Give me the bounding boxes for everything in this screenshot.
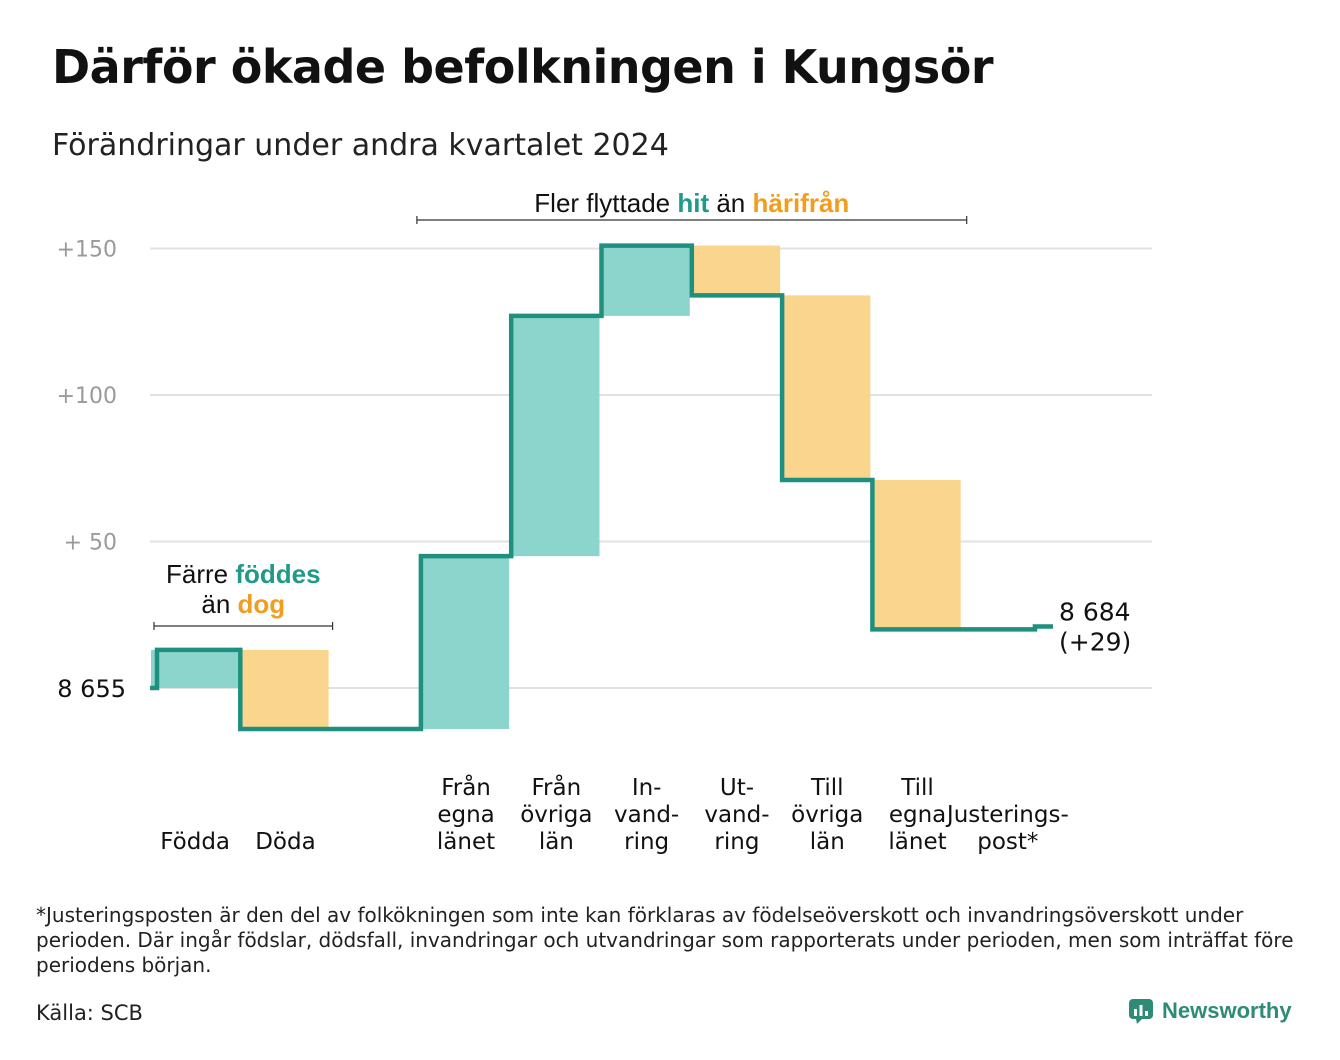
annotation-span: än bbox=[709, 188, 752, 218]
x-category-label: övriga bbox=[520, 802, 592, 828]
x-category-label: Justerings- bbox=[945, 802, 1069, 828]
annotation-span: än bbox=[201, 589, 237, 619]
start-value-label: 8 655 bbox=[57, 675, 126, 703]
source-note: Källa: SCB bbox=[36, 1001, 143, 1025]
decrease-bar bbox=[241, 649, 329, 730]
end-value-label: 8 684 bbox=[1059, 597, 1131, 626]
increase-bar bbox=[512, 315, 600, 557]
x-category-label: Döda bbox=[255, 829, 315, 855]
newsworthy-logo: Newsworthy bbox=[1128, 998, 1292, 1024]
chart-subtitle: Förändringar under andra kvartalet 2024 bbox=[52, 128, 669, 163]
increase-bar bbox=[602, 245, 690, 316]
x-category-label: länet bbox=[888, 829, 946, 855]
x-category-label: In- bbox=[632, 775, 662, 801]
x-category-label: ring bbox=[624, 829, 669, 855]
annotation-span: Fler flyttade bbox=[534, 188, 677, 218]
x-category-label: län bbox=[539, 829, 574, 855]
x-category-label: vand- bbox=[614, 802, 679, 828]
annotation-span: härifrån bbox=[752, 188, 849, 218]
x-category-label: egna bbox=[889, 802, 946, 828]
y-tick-label: +150 bbox=[57, 238, 117, 263]
running-total-line bbox=[150, 243, 1053, 732]
x-category-label: Från bbox=[532, 773, 582, 801]
chart-title: Därför ökade befolkningen i Kungsör bbox=[52, 40, 994, 94]
annotation-span: föddes bbox=[235, 559, 320, 589]
x-category-label: län bbox=[810, 829, 845, 855]
decrease-bar bbox=[692, 245, 781, 296]
x-category-label: Från bbox=[441, 773, 491, 801]
annotation-span: hit bbox=[677, 188, 709, 218]
x-category-label: vand- bbox=[704, 802, 769, 828]
y-tick-label: +100 bbox=[57, 384, 117, 409]
x-category-label: ring bbox=[714, 829, 759, 855]
bar-layer bbox=[151, 245, 961, 730]
increase-bar bbox=[151, 649, 239, 688]
births-annotation-line1: Färre föddes bbox=[166, 559, 321, 589]
x-category-label: övriga bbox=[791, 802, 863, 828]
annotation-span: Färre bbox=[166, 559, 235, 589]
x-category-label: länet bbox=[437, 829, 495, 855]
y-tick-label: + 50 bbox=[64, 531, 117, 556]
newsworthy-logo-icon bbox=[1129, 999, 1153, 1024]
x-category-label: Till bbox=[810, 775, 844, 801]
footnote: *Justeringsposten är den del av folkökni… bbox=[36, 903, 1294, 977]
step-line-layer bbox=[150, 243, 1053, 732]
x-category-label: egna bbox=[437, 802, 494, 828]
increase-bar bbox=[421, 556, 510, 730]
migration-annotation: Fler flyttade hit än härifrån bbox=[534, 188, 849, 218]
x-category-label: post* bbox=[977, 829, 1038, 855]
decrease-bar bbox=[873, 479, 961, 630]
births-annotation-line2: än dog bbox=[201, 589, 285, 619]
x-category-label: Födda bbox=[160, 829, 230, 855]
annotation-span: dog bbox=[238, 589, 286, 619]
brand-name: Newsworthy bbox=[1162, 998, 1292, 1023]
decrease-bar bbox=[783, 295, 871, 480]
end-change-label: (+29) bbox=[1059, 627, 1131, 656]
x-category-label: Till bbox=[900, 775, 934, 801]
x-category-label: Ut- bbox=[720, 775, 754, 801]
